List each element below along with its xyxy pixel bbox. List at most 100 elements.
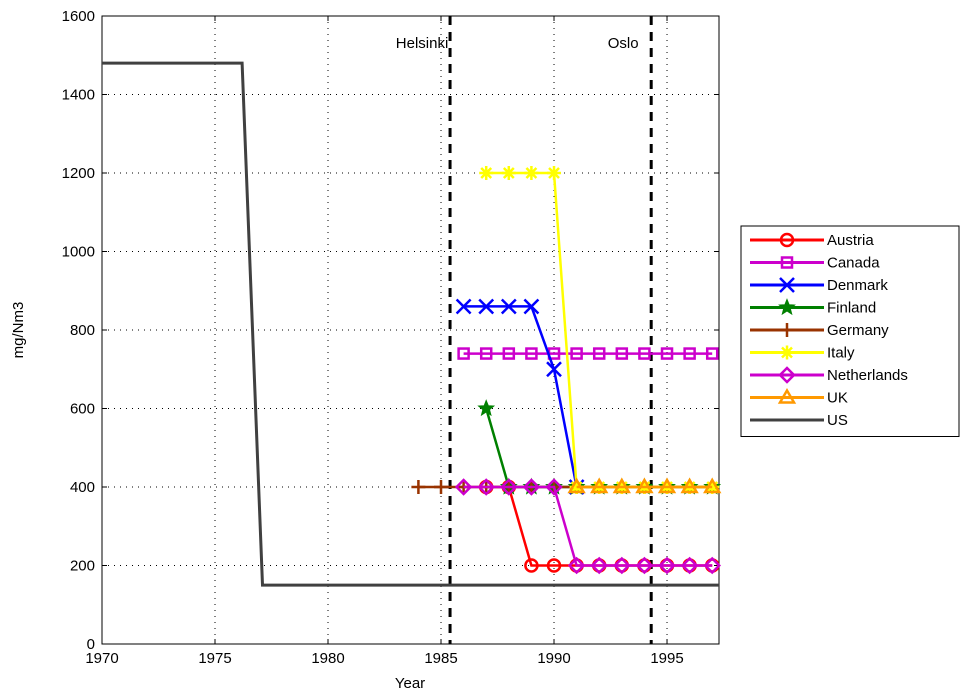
legend-label: Canada <box>827 255 880 272</box>
x-tick-label: 1985 <box>424 650 457 667</box>
marker-diamond <box>658 556 676 575</box>
y-tick-label: 200 <box>70 558 95 575</box>
annotations: Helsinki Oslo <box>396 35 639 52</box>
marker-square <box>660 347 674 360</box>
marker-diamond <box>477 478 495 496</box>
marker-circle <box>779 232 795 248</box>
marker-square <box>525 347 538 360</box>
y-axis-label: mg/Nm3 <box>10 302 27 359</box>
marker-square <box>638 347 651 360</box>
marker-square <box>780 256 794 269</box>
annotation-label: Oslo <box>608 35 639 52</box>
marker-x <box>455 298 472 315</box>
legend-entry: UK <box>750 388 848 407</box>
marker-triangle <box>590 477 609 494</box>
marker-diamond <box>545 478 563 496</box>
legend-label: UK <box>827 390 848 407</box>
series-group <box>102 61 722 587</box>
plot-area <box>102 16 719 644</box>
marker-x <box>779 277 795 293</box>
y-tick-label: 1600 <box>62 8 95 25</box>
marker-x <box>546 361 562 378</box>
marker-square <box>683 347 696 360</box>
legend-label: US <box>827 412 848 429</box>
marker-triangle <box>657 477 677 494</box>
x-axis-ticks: 1970 1975 1980 1985 1990 1995 <box>85 16 684 667</box>
marker-square <box>570 347 583 360</box>
x-tick-label: 1995 <box>650 650 683 667</box>
legend: Austria Canada Denmark Finland Germany Italy N… <box>740 225 960 437</box>
legend-label: Germany <box>827 322 889 339</box>
series-us <box>102 61 719 587</box>
y-tick-label: 0 <box>87 636 95 653</box>
marker-diamond <box>635 556 654 575</box>
marker-triangle <box>612 477 631 494</box>
marker-diamond <box>703 556 721 575</box>
marker-triangle <box>680 477 699 494</box>
legend-label: Denmark <box>827 277 888 294</box>
legend-label: Austria <box>827 232 874 249</box>
marker-triangle <box>777 388 797 404</box>
marker-diamond <box>500 478 518 496</box>
y-tick-label: 1200 <box>62 165 95 182</box>
marker-asterisk <box>524 166 539 180</box>
marker-plus <box>411 480 426 494</box>
marker-diamond <box>778 366 796 384</box>
series-line <box>463 485 713 567</box>
marker-triangle <box>703 477 722 494</box>
marker-triangle <box>635 477 654 494</box>
marker-square <box>457 347 470 360</box>
grid <box>102 16 719 644</box>
marker-diamond <box>613 556 631 575</box>
marker-diamond <box>567 556 586 575</box>
marker-diamond <box>454 478 473 496</box>
x-tick-label: 1980 <box>311 650 344 667</box>
marker-square <box>615 347 629 360</box>
series-netherlands <box>454 478 721 575</box>
series-line <box>463 305 578 488</box>
legend-entry: Italy <box>750 345 855 362</box>
legend-label: Italy <box>827 345 855 362</box>
marker-star <box>778 298 796 316</box>
marker-square <box>705 347 719 360</box>
legend-label: Finland <box>827 300 876 317</box>
reference-lines <box>448 16 653 644</box>
marker-plus <box>434 480 449 494</box>
marker-x <box>478 298 495 315</box>
legend-entry: US <box>750 412 848 429</box>
marker-diamond <box>680 556 699 575</box>
y-tick-label: 1400 <box>62 87 95 104</box>
marker-star <box>477 399 496 417</box>
marker-circle <box>546 558 562 573</box>
marker-asterisk <box>479 166 494 180</box>
marker-asterisk <box>705 480 720 494</box>
y-tick-label: 400 <box>70 479 95 496</box>
legend-entry: Canada <box>750 255 880 272</box>
marker-square <box>479 347 493 360</box>
marker-plus <box>780 323 794 337</box>
x-tick-label: 1970 <box>85 650 118 667</box>
legend-label: Netherlands <box>827 367 908 384</box>
x-axis-label: Year <box>395 675 425 691</box>
marker-triangle <box>567 477 586 494</box>
legend-entry: Finland <box>750 298 876 317</box>
marker-diamond <box>590 556 608 575</box>
marker-square <box>502 347 516 360</box>
marker-asterisk <box>501 166 516 180</box>
marker-asterisk <box>780 345 794 360</box>
series-line <box>102 61 719 587</box>
y-tick-label: 600 <box>70 401 95 418</box>
x-tick-label: 1990 <box>537 650 570 667</box>
legend-entry: Netherlands <box>750 366 908 384</box>
legend-entry: Austria <box>750 232 874 249</box>
marker-diamond <box>522 478 541 496</box>
y-tick-label: 800 <box>70 322 95 339</box>
legend-entry: Germany <box>750 322 889 339</box>
marker-asterisk <box>547 166 562 180</box>
marker-circle <box>524 558 539 573</box>
marker-x <box>500 298 517 315</box>
y-axis-ticks: 0 200 400 600 800 1000 1200 1400 1600 <box>62 8 719 653</box>
annotation-label: Helsinki <box>396 35 449 52</box>
legend-entry: Denmark <box>750 277 888 294</box>
